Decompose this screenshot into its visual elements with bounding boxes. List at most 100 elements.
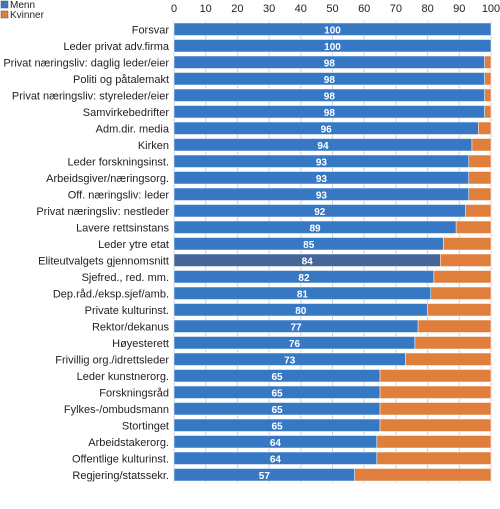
bar-kvinner	[405, 352, 492, 366]
category-label: Rektor/dekanus	[92, 321, 170, 333]
category-label: Private kulturinst.	[85, 305, 169, 317]
x-tick-label: 100	[482, 3, 500, 15]
bar-kvinner	[484, 88, 492, 102]
category-label: Offentlige kulturinst.	[72, 453, 169, 465]
category-label: Leder ytre etat	[98, 239, 169, 251]
category-label: Forskningsråd	[99, 387, 169, 399]
legend-label-kvinner: Kvinner	[10, 10, 45, 21]
bar-kvinner	[478, 121, 492, 135]
category-label: Høyesterett	[112, 338, 169, 350]
bar-kvinner	[443, 237, 492, 251]
category-label: Arbeidsgiver/næringsorg.	[46, 173, 169, 185]
bar-kvinner	[376, 451, 492, 465]
category-label: Fylkes-/ombudsmann	[64, 404, 169, 416]
x-tick-label: 70	[390, 3, 402, 15]
data-label: 73	[284, 355, 296, 366]
x-tick-label: 40	[295, 3, 307, 15]
data-label: 98	[324, 58, 336, 69]
category-label: Leder forskningsinst.	[68, 156, 170, 168]
category-label: Forsvar	[132, 24, 170, 36]
bar-menn	[173, 22, 492, 36]
bar-kvinner	[471, 138, 492, 152]
data-label: 65	[271, 421, 283, 432]
bar-kvinner	[468, 187, 492, 201]
x-tick-label: 60	[358, 3, 370, 15]
category-label: Privat næringsliv: styreleder/eier	[12, 90, 169, 102]
category-label: Arbeidstakerorg.	[88, 437, 169, 449]
category-label: Leder privat adv.firma	[63, 41, 169, 53]
bar-kvinner	[379, 418, 492, 432]
bar-kvinner	[468, 171, 492, 185]
data-label: 64	[270, 454, 282, 465]
data-label: 57	[259, 471, 271, 482]
category-label: Sjefred., red. mm.	[82, 272, 169, 284]
data-label: 81	[297, 289, 309, 300]
x-tick-label: 90	[453, 3, 465, 15]
data-label: 82	[298, 273, 310, 284]
category-label: Lavere rettsinstans	[76, 222, 169, 234]
x-tick-label: 50	[326, 3, 338, 15]
x-tick-label: 10	[200, 3, 212, 15]
category-label: Off. næringsliv: leder	[68, 189, 170, 201]
data-label: 94	[317, 141, 329, 152]
category-label: Politi og påtalemakt	[73, 74, 169, 86]
data-label: 89	[310, 223, 322, 234]
bar-kvinner	[379, 369, 492, 383]
bar-kvinner	[484, 105, 492, 119]
data-label: 93	[316, 157, 328, 168]
data-label: 65	[271, 372, 283, 383]
bar-kvinner	[433, 270, 492, 284]
data-label: 93	[316, 174, 328, 185]
x-tick-label: 20	[231, 3, 243, 15]
bar-kvinner	[430, 286, 492, 300]
legend-swatch-menn	[0, 0, 9, 9]
data-label: 85	[303, 240, 315, 251]
data-label: 92	[314, 207, 326, 218]
bar-kvinner	[484, 72, 492, 86]
bar-kvinner	[376, 435, 492, 449]
category-label: Privat næringsliv: nestleder	[36, 206, 169, 218]
category-label: Regjering/statssekr.	[72, 470, 169, 482]
bar-kvinner	[468, 154, 492, 168]
bar-kvinner	[484, 55, 492, 69]
data-label: 100	[324, 42, 341, 53]
category-label: Adm.dir. media	[96, 123, 170, 135]
x-tick-label: 0	[171, 3, 177, 15]
category-label: Frivillig org./idrettsleder	[55, 354, 169, 366]
legend-swatch-kvinner	[0, 10, 9, 19]
category-label: Dep.råd./eksp.sjef/amb.	[53, 288, 169, 300]
category-label: Leder kunstnerorg.	[77, 371, 169, 383]
bar-kvinner	[465, 204, 492, 218]
data-label: 77	[290, 322, 302, 333]
bar-kvinner	[379, 402, 492, 416]
category-label: Stortinget	[122, 420, 169, 432]
data-label: 93	[316, 190, 328, 201]
legend-label-menn: Menn	[10, 0, 35, 11]
category-label: Privat næringsliv: daglig leder/eier	[3, 57, 169, 69]
data-label: 76	[289, 339, 301, 350]
data-label: 100	[324, 25, 341, 36]
bar-menn	[173, 39, 492, 53]
data-label: 98	[324, 91, 336, 102]
data-label: 98	[324, 75, 336, 86]
category-label: Samvirkebedrifter	[83, 107, 170, 119]
category-label: Eliteutvalgets gjennomsnitt	[38, 255, 169, 267]
bar-kvinner	[414, 336, 492, 350]
data-label: 65	[271, 388, 283, 399]
data-label: 80	[295, 306, 307, 317]
data-label: 84	[302, 256, 314, 267]
x-tick-label: 30	[263, 3, 275, 15]
bar-kvinner	[379, 385, 492, 399]
data-label: 96	[321, 124, 333, 135]
data-label: 65	[271, 405, 283, 416]
bar-kvinner	[427, 303, 492, 317]
data-label: 98	[324, 108, 336, 119]
bar-kvinner	[440, 253, 492, 267]
data-label: 64	[270, 438, 282, 449]
bar-kvinner	[455, 220, 492, 234]
bar-kvinner	[354, 468, 492, 482]
category-label: Kirken	[138, 140, 169, 152]
bar-kvinner	[417, 319, 492, 333]
